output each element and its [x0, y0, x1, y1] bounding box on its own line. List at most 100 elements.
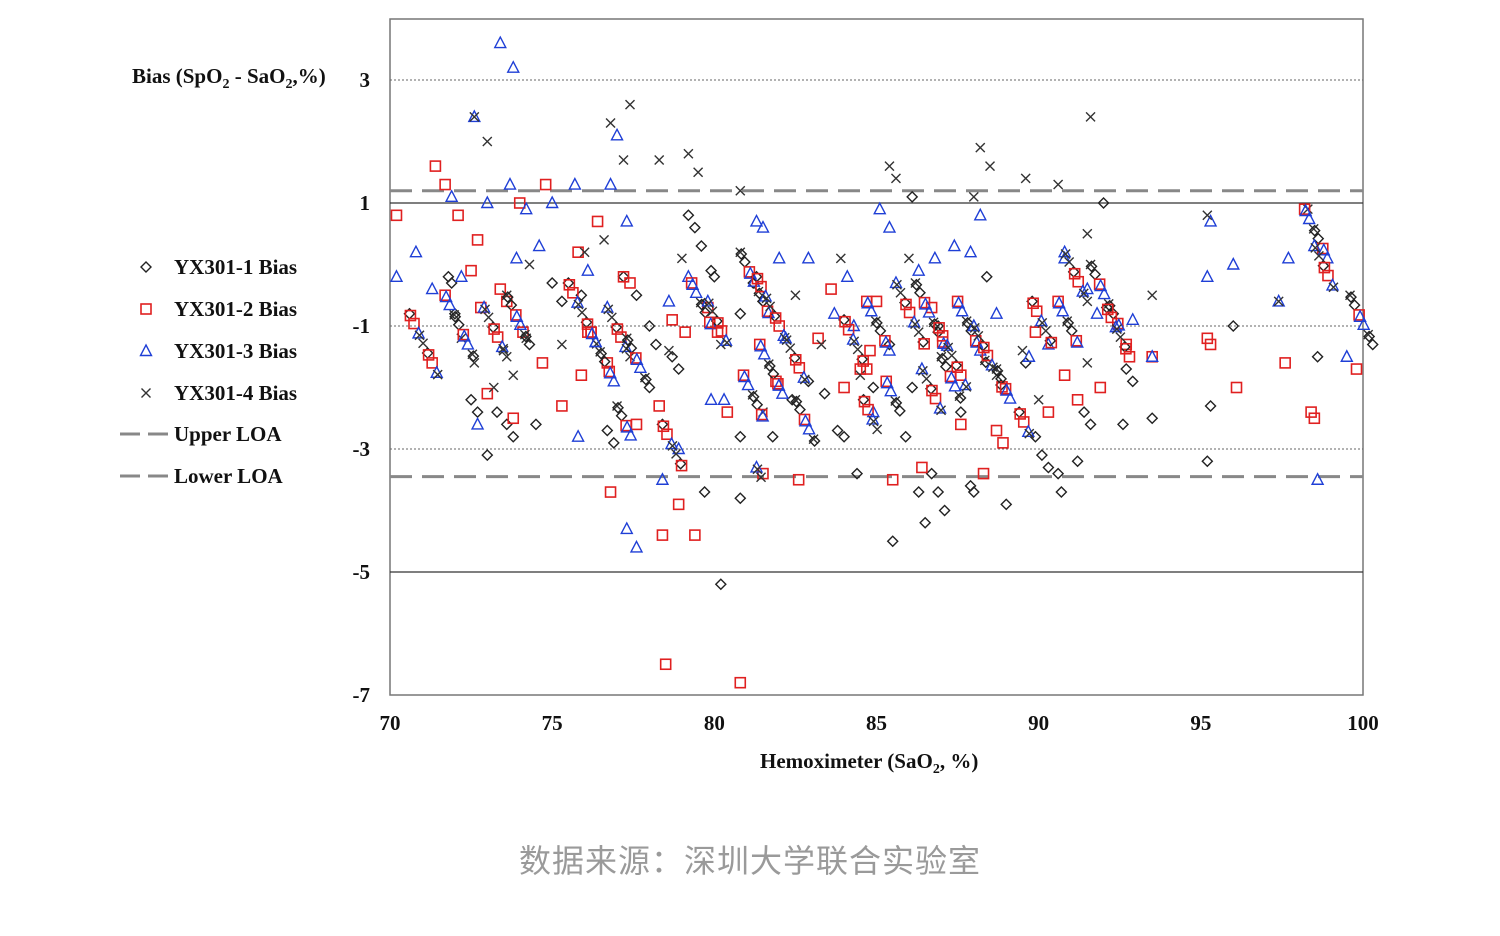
cluster-point-triangle — [802, 421, 816, 435]
cluster-point-overlap — [414, 330, 425, 341]
cluster-point-overlap — [1317, 242, 1331, 256]
point-square — [556, 400, 568, 412]
cluster-point-overlap — [1328, 282, 1339, 293]
point-diamond — [919, 516, 932, 529]
point-square — [838, 381, 850, 394]
cluster-point-overlap — [781, 335, 792, 346]
cluster-point-overlap — [933, 322, 945, 334]
cluster-point-overlap — [747, 390, 760, 403]
point-diamond — [714, 578, 727, 591]
cluster-point-overlap — [858, 395, 871, 408]
cluster-point-x — [872, 424, 883, 435]
point-square — [465, 264, 477, 277]
cluster-point-square — [408, 317, 420, 330]
cluster-point-square — [880, 375, 893, 388]
point-square — [886, 473, 899, 486]
cluster-point-square — [755, 408, 768, 421]
cluster-point-square — [862, 403, 874, 416]
cluster-point-overlap — [595, 347, 608, 360]
point-diamond — [643, 320, 656, 332]
cluster-point-overlap — [1345, 291, 1357, 304]
point-diamond — [666, 350, 679, 363]
cluster-point-overlap — [467, 350, 480, 363]
cluster-point-diamond — [643, 381, 656, 394]
cluster-point-square — [1052, 295, 1064, 308]
point-triangle — [581, 263, 595, 276]
point-diamond — [967, 486, 980, 499]
point-x — [1033, 394, 1044, 405]
cluster-point-square — [918, 296, 931, 309]
cluster-point-x — [973, 330, 984, 341]
cluster-point-overlap — [721, 337, 732, 348]
point-square — [575, 369, 588, 382]
cluster-point-overlap — [1310, 242, 1321, 253]
cluster-point-x — [671, 448, 682, 459]
point-x — [654, 154, 665, 165]
point-triangle — [1090, 306, 1104, 319]
cluster-point-square — [879, 334, 891, 347]
point-triangle — [1126, 312, 1140, 326]
cluster-point-overlap — [943, 342, 954, 353]
point-triangle — [827, 306, 841, 319]
cluster-point-square — [1072, 275, 1085, 288]
cluster-point-square — [585, 326, 597, 338]
cluster-point-overlap — [752, 464, 763, 475]
cluster-point-overlap — [1027, 297, 1039, 310]
cluster-point-overlap — [951, 361, 964, 374]
point-diamond — [682, 209, 695, 222]
cluster-point-overlap — [1120, 342, 1132, 355]
point-x — [676, 253, 687, 264]
legend-label: YX301-2 Bias — [174, 297, 297, 321]
point-triangle — [655, 472, 670, 485]
point-triangle — [866, 404, 880, 418]
cluster-point-overlap — [1060, 249, 1071, 260]
cluster-point-overlap — [620, 419, 634, 433]
point-square — [990, 424, 1003, 437]
point-square — [653, 400, 665, 412]
data-points — [389, 35, 1379, 689]
point-square — [812, 332, 824, 345]
point-triangle — [1145, 349, 1159, 362]
point-x — [1082, 228, 1093, 239]
point-triangle — [1340, 349, 1354, 362]
point-x — [1202, 210, 1213, 221]
cluster-point-overlap — [910, 319, 921, 330]
point-x — [693, 167, 704, 178]
y-tick-label: 1 — [360, 191, 371, 215]
cluster-point-x — [418, 338, 429, 349]
cluster-point-square — [798, 413, 811, 426]
point-diamond — [630, 289, 643, 302]
y-tick-labels: 3 1 -1 -3 -5 -7 — [353, 68, 371, 707]
cluster-point-overlap — [954, 391, 967, 404]
point-triangle — [503, 177, 517, 190]
cluster-point-overlap — [761, 293, 772, 304]
point-triangle — [989, 306, 1004, 319]
point-x — [835, 253, 846, 264]
point-triangle — [1226, 256, 1240, 270]
point-diamond — [481, 449, 494, 462]
cluster-point-overlap — [488, 323, 500, 335]
cluster-point-overlap — [944, 370, 959, 384]
point-diamond — [688, 221, 701, 234]
cluster-point-overlap — [1298, 203, 1313, 217]
legend-label: YX301-4 Bias — [174, 381, 297, 405]
cluster-point-overlap — [918, 296, 933, 310]
point-diamond — [734, 307, 747, 320]
point-x — [508, 370, 519, 381]
cluster-point-overlap — [519, 330, 532, 343]
point-x — [1147, 290, 1158, 301]
cluster-point-x — [606, 312, 617, 323]
cluster-point-overlap — [891, 279, 902, 290]
cluster-point-overlap — [621, 334, 634, 347]
point-triangle — [620, 213, 634, 227]
point-square — [1305, 406, 1317, 418]
cluster-point-square — [685, 277, 698, 289]
y-tick-label: -3 — [353, 437, 371, 461]
cluster-point-square — [1105, 311, 1118, 324]
point-triangle — [568, 177, 582, 190]
cluster-point-x — [913, 327, 924, 338]
cluster-point-overlap — [510, 309, 524, 322]
legend-label: YX301-1 Bias — [174, 255, 297, 279]
point-x — [1020, 173, 1031, 184]
cluster-point-x — [1313, 250, 1324, 261]
